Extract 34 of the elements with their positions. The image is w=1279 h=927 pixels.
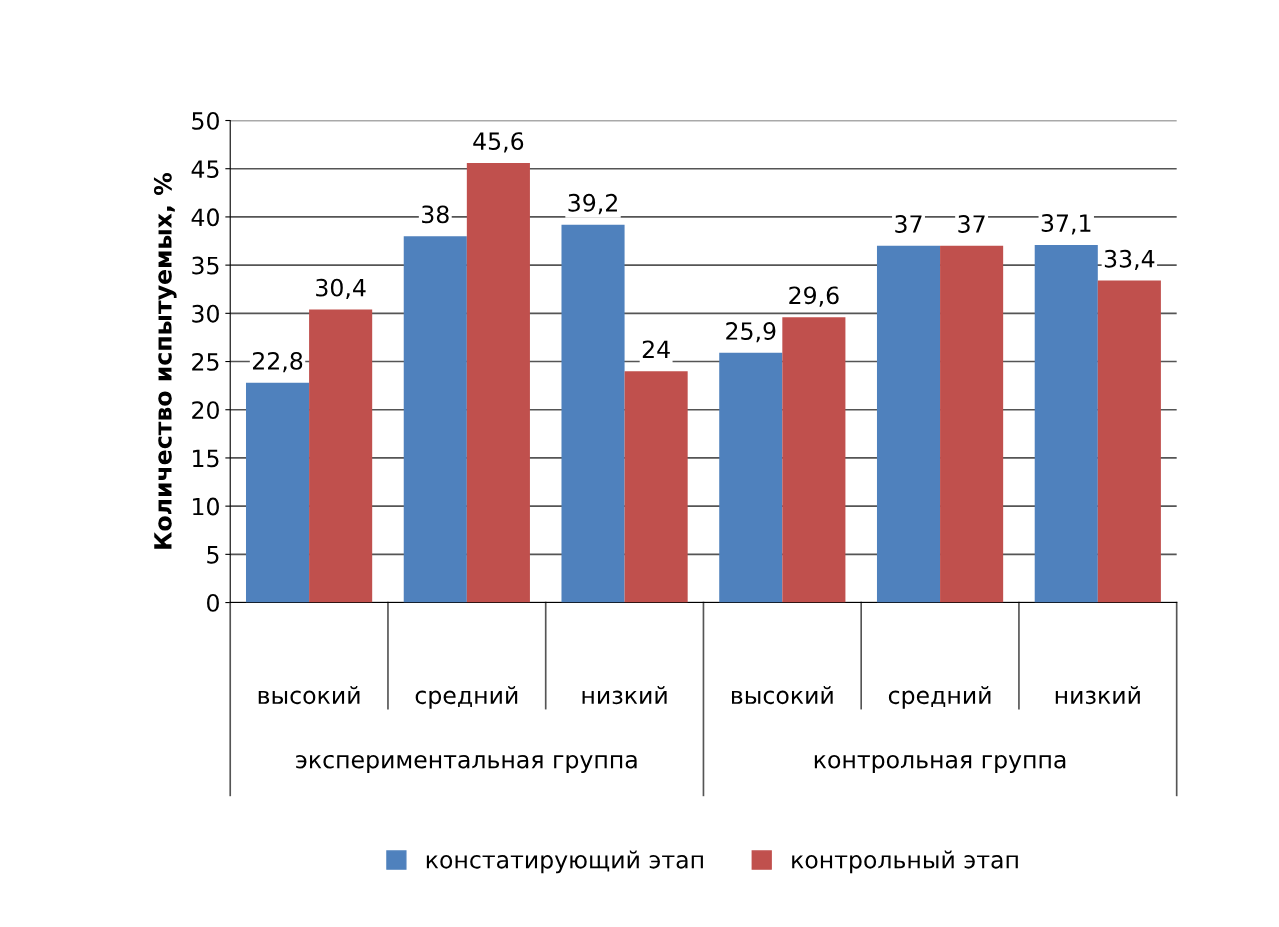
legend-label: констатирующий этап xyxy=(426,850,703,874)
data-label: 24 xyxy=(642,340,670,358)
y-tick-label: 50 xyxy=(192,111,219,130)
data-label: 30,4 xyxy=(316,278,366,299)
y-tick-label: 10 xyxy=(193,497,219,516)
data-label: 37 xyxy=(958,215,985,233)
y-tick-label: 5 xyxy=(207,546,219,564)
x-tick-label: высокий xyxy=(258,685,360,705)
x-tick-label: низкий xyxy=(1055,685,1140,705)
x-tick-label: низкий xyxy=(582,685,667,705)
y-tick-label: 25 xyxy=(192,352,219,371)
y-tick-label: 0 xyxy=(207,594,219,612)
x-tick-label: средний xyxy=(415,685,518,709)
data-label: 38 xyxy=(422,205,449,224)
y-tick-label: 45 xyxy=(191,160,219,179)
y-tick-label: 30 xyxy=(192,304,219,323)
y-axis-title: Количество испытуемых, % xyxy=(153,172,177,549)
data-label: 22,8 xyxy=(252,351,303,373)
text: экспериментальная группа xyxy=(296,754,637,774)
data-label: 25,9 xyxy=(726,322,776,343)
x-tick-label: высокий xyxy=(732,685,833,705)
data-label: 37 xyxy=(895,215,922,233)
y-tick-label: 35 xyxy=(192,256,219,275)
data-label: 29,6 xyxy=(789,286,839,307)
y-tick-label: 40 xyxy=(191,208,219,227)
data-label: 45,6 xyxy=(473,132,524,153)
data-label: 37,1 xyxy=(1041,214,1091,235)
y-tick-label: 15 xyxy=(193,449,219,468)
text: контрольная группа xyxy=(814,754,1066,774)
y-tick-label: 20 xyxy=(192,401,219,420)
data-label: 39,2 xyxy=(568,193,617,215)
data-label: 33,4 xyxy=(1104,249,1155,271)
legend-label: контрольный этап xyxy=(792,850,1018,874)
x-tick-label: средний xyxy=(888,685,991,709)
